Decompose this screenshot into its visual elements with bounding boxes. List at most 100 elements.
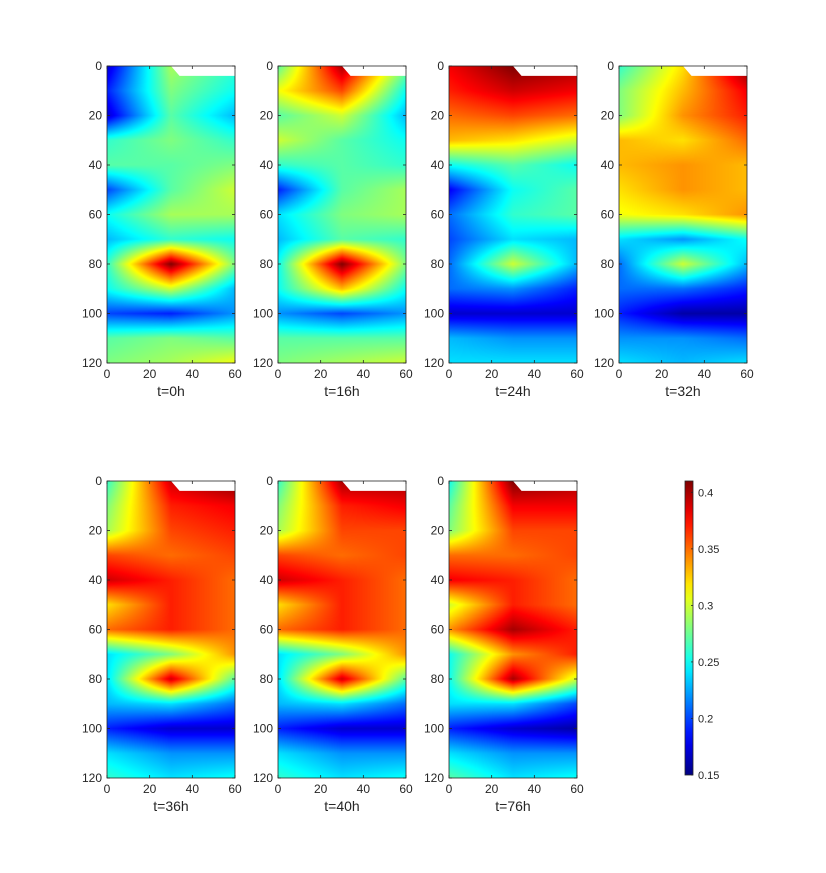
- y-tick-label: 40: [260, 158, 274, 172]
- x-tick-label: 40: [528, 367, 542, 381]
- y-tick-label: 40: [89, 158, 103, 172]
- heatmap-surface: [278, 481, 406, 778]
- heatmap-surface: [619, 66, 747, 363]
- y-tick-label: 20: [431, 524, 445, 538]
- x-tick-label: 40: [357, 782, 371, 796]
- x-tick-label: 40: [357, 367, 371, 381]
- heatmap-surface: [449, 66, 577, 363]
- x-tick-label: 20: [143, 367, 157, 381]
- x-tick-label: 20: [314, 782, 328, 796]
- y-tick-label: 120: [253, 356, 273, 370]
- y-tick-label: 100: [594, 307, 614, 321]
- y-tick-label: 80: [431, 672, 445, 686]
- heatmap-surface: [278, 66, 406, 363]
- y-tick-label: 120: [424, 771, 444, 785]
- x-tick-label: 60: [740, 367, 754, 381]
- y-tick-label: 0: [266, 59, 273, 73]
- y-tick-label: 20: [260, 109, 274, 123]
- y-tick-label: 120: [424, 356, 444, 370]
- heatmap-surface: [107, 66, 235, 363]
- missing-data-region: [171, 66, 235, 76]
- y-tick-label: 60: [260, 208, 274, 222]
- x-tick-label: 0: [275, 782, 282, 796]
- y-tick-label: 100: [424, 722, 444, 736]
- y-tick-label: 60: [601, 208, 615, 222]
- x-tick-label: 60: [399, 367, 413, 381]
- colorbar-tick-label: 0.35: [698, 544, 719, 556]
- y-tick-label: 0: [95, 59, 102, 73]
- y-tick-label: 60: [431, 623, 445, 637]
- missing-data-region: [683, 66, 747, 76]
- x-tick-label: 0: [275, 367, 282, 381]
- x-tick-label: 20: [314, 367, 328, 381]
- x-tick-label: 60: [570, 782, 584, 796]
- y-tick-label: 0: [607, 59, 614, 73]
- x-tick-label: 40: [528, 782, 542, 796]
- colorbar-tick-label: 0.4: [698, 487, 713, 499]
- x-tick-label: 20: [655, 367, 669, 381]
- colorbar-tick-label: 0.15: [698, 770, 719, 782]
- panel-title: t=16h: [324, 383, 359, 399]
- x-tick-label: 0: [104, 367, 111, 381]
- missing-data-region: [171, 481, 235, 491]
- y-tick-label: 40: [601, 158, 615, 172]
- y-tick-label: 100: [253, 722, 273, 736]
- y-tick-label: 80: [89, 257, 103, 271]
- y-tick-label: 100: [82, 307, 102, 321]
- panel-title: t=36h: [153, 798, 188, 814]
- x-tick-label: 20: [485, 782, 499, 796]
- panel-title: t=32h: [665, 383, 700, 399]
- panel-title: t=76h: [495, 798, 530, 814]
- x-tick-label: 60: [399, 782, 413, 796]
- missing-data-region: [513, 66, 577, 76]
- y-tick-label: 60: [260, 623, 274, 637]
- y-tick-label: 80: [89, 672, 103, 686]
- y-tick-label: 40: [89, 573, 103, 587]
- panel-title: t=0h: [157, 383, 185, 399]
- colorbar-tick-label: 0.3: [698, 600, 713, 612]
- x-tick-label: 20: [143, 782, 157, 796]
- missing-data-region: [342, 481, 406, 491]
- heatmap-surface: [449, 481, 577, 778]
- y-tick-label: 40: [431, 573, 445, 587]
- y-tick-label: 60: [89, 208, 103, 222]
- y-tick-label: 100: [253, 307, 273, 321]
- y-tick-label: 40: [260, 573, 274, 587]
- x-tick-label: 0: [446, 367, 453, 381]
- y-tick-label: 60: [89, 623, 103, 637]
- y-tick-label: 120: [594, 356, 614, 370]
- x-tick-label: 0: [104, 782, 111, 796]
- panel-title: t=40h: [324, 798, 359, 814]
- y-tick-label: 0: [266, 474, 273, 488]
- x-tick-label: 60: [228, 782, 242, 796]
- x-tick-label: 40: [698, 367, 712, 381]
- y-tick-label: 20: [260, 524, 274, 538]
- y-tick-label: 20: [89, 109, 103, 123]
- x-tick-label: 40: [186, 367, 200, 381]
- colorbar-gradient: [684, 480, 694, 776]
- y-tick-label: 20: [89, 524, 103, 538]
- x-tick-label: 0: [616, 367, 623, 381]
- y-tick-label: 100: [82, 722, 102, 736]
- heatmap-surface: [107, 481, 235, 778]
- missing-data-region: [342, 66, 406, 76]
- x-tick-label: 40: [186, 782, 200, 796]
- y-tick-label: 20: [601, 109, 615, 123]
- x-tick-label: 60: [228, 367, 242, 381]
- y-tick-label: 100: [424, 307, 444, 321]
- x-tick-label: 60: [570, 367, 584, 381]
- colorbar: 0.15 0.2 0.25 0.3 0.35 0.4: [684, 480, 719, 782]
- y-tick-label: 120: [82, 771, 102, 785]
- y-tick-label: 0: [437, 474, 444, 488]
- y-tick-label: 120: [82, 356, 102, 370]
- y-tick-label: 0: [437, 59, 444, 73]
- y-tick-label: 60: [431, 208, 445, 222]
- y-tick-label: 40: [431, 158, 445, 172]
